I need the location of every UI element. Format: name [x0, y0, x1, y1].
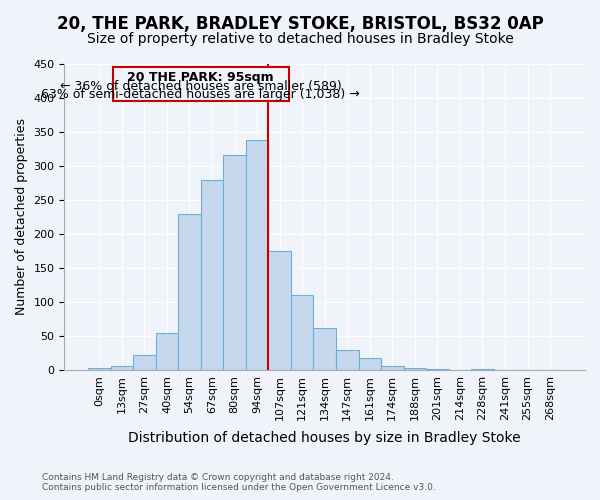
Bar: [291, 295, 313, 370]
Bar: [201, 180, 223, 370]
Bar: [133, 355, 155, 370]
Bar: [155, 333, 178, 370]
Bar: [359, 358, 381, 370]
Bar: [404, 368, 426, 370]
Bar: [426, 369, 449, 370]
Text: 20 THE PARK: 95sqm: 20 THE PARK: 95sqm: [127, 71, 274, 84]
Bar: [178, 214, 201, 370]
FancyBboxPatch shape: [113, 68, 289, 102]
Y-axis label: Number of detached properties: Number of detached properties: [15, 118, 28, 316]
Bar: [381, 366, 404, 370]
Bar: [246, 140, 268, 370]
Bar: [223, 155, 246, 370]
Bar: [268, 251, 291, 370]
Bar: [471, 369, 494, 370]
Bar: [88, 368, 110, 370]
Text: Contains HM Land Registry data © Crown copyright and database right 2024.
Contai: Contains HM Land Registry data © Crown c…: [42, 473, 436, 492]
Text: Size of property relative to detached houses in Bradley Stoke: Size of property relative to detached ho…: [86, 32, 514, 46]
Text: ← 36% of detached houses are smaller (589): ← 36% of detached houses are smaller (58…: [60, 80, 341, 92]
Bar: [336, 350, 359, 370]
Bar: [313, 328, 336, 370]
Text: 63% of semi-detached houses are larger (1,038) →: 63% of semi-detached houses are larger (…: [41, 88, 360, 101]
X-axis label: Distribution of detached houses by size in Bradley Stoke: Distribution of detached houses by size …: [128, 431, 521, 445]
Bar: [110, 366, 133, 370]
Text: 20, THE PARK, BRADLEY STOKE, BRISTOL, BS32 0AP: 20, THE PARK, BRADLEY STOKE, BRISTOL, BS…: [56, 15, 544, 33]
